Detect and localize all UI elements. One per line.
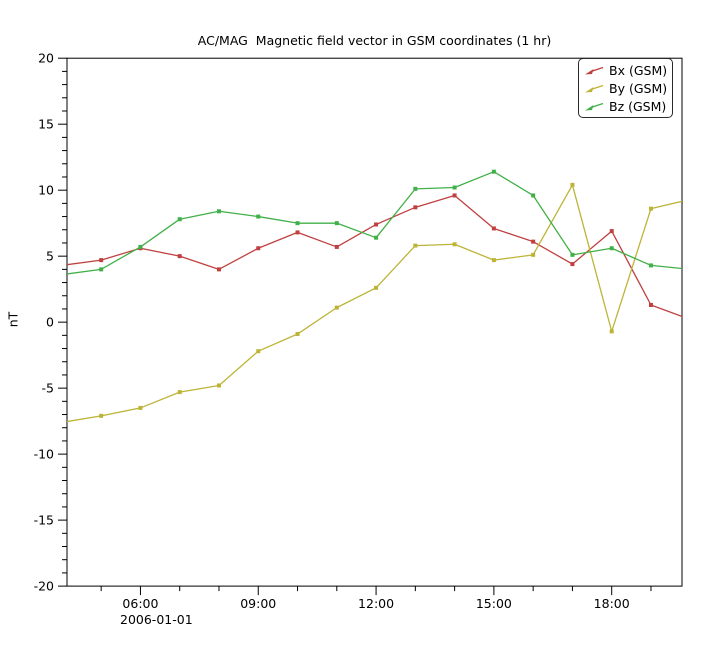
data-point-marker: [413, 205, 418, 210]
legend-label-bx: Bx (GSM): [609, 62, 668, 78]
data-point-marker: [334, 221, 339, 226]
data-point-marker: [177, 217, 182, 222]
data-point-marker: [138, 405, 143, 410]
legend-item-bz: Bz (GSM): [583, 97, 667, 115]
y-tick-label: 15: [38, 116, 54, 131]
data-point-marker: [570, 262, 575, 267]
data-point-marker: [648, 263, 653, 268]
data-point-marker: [60, 420, 64, 424]
data-point-marker: [609, 329, 614, 334]
data-point-marker: [295, 230, 300, 235]
data-point-marker: [334, 305, 339, 310]
data-point-marker: [216, 267, 221, 272]
legend-label-by: By (GSM): [609, 80, 668, 96]
data-point-marker: [60, 273, 64, 277]
data-point-marker: [609, 229, 614, 234]
data-point-marker: [99, 413, 104, 418]
data-point-marker: [374, 222, 379, 227]
y-tick-label: -10: [34, 446, 54, 461]
data-point-marker: [452, 242, 457, 247]
legend-item-by: By (GSM): [583, 79, 667, 97]
legend: Bx (GSM) By (GSM) Bz (GSM): [578, 58, 674, 118]
data-point-marker: [99, 258, 104, 263]
x-tick-label: 09:00: [240, 596, 276, 611]
data-point-marker: [688, 318, 692, 322]
data-point-marker: [570, 182, 575, 187]
data-point-marker: [374, 235, 379, 240]
data-point-marker: [531, 239, 536, 244]
x-tick-label: 15:00: [476, 596, 512, 611]
bx-line-marker-icon: [585, 66, 604, 74]
axis-ticks: [58, 57, 652, 596]
y-tick-label: -15: [34, 512, 54, 527]
plot-frame: [66, 57, 683, 587]
data-point-marker: [216, 209, 221, 214]
data-point-marker: [374, 285, 379, 290]
legend-item-bx: Bx (GSM): [583, 61, 667, 79]
data-point-marker: [256, 349, 261, 354]
data-point-marker: [177, 390, 182, 395]
y-tick-label: 20: [38, 50, 54, 65]
axis-tick-labels: -20 -15 -10 -5 0 5 10 15 20 06:00 09:00 12:00 15:00 1…: [34, 50, 630, 611]
data-point-marker: [99, 267, 104, 272]
data-point-marker: [570, 252, 575, 257]
data-point-marker: [491, 169, 496, 174]
x-axis-date-label: 2006-01-01: [120, 612, 193, 627]
data-point-marker: [256, 214, 261, 219]
series-line-bx: [67, 194, 682, 318]
data-point-marker: [138, 244, 143, 249]
data-point-marker: [648, 302, 653, 307]
data-point-marker: [648, 206, 653, 211]
data-point-marker: [688, 197, 692, 201]
data-point-marker: [256, 246, 261, 251]
data-point-marker: [609, 246, 614, 251]
legend-label-bz: Bz (GSM): [609, 98, 667, 114]
x-tick-label: 18:00: [594, 596, 630, 611]
data-point-marker: [177, 254, 182, 259]
data-point-marker: [413, 186, 418, 191]
data-point-marker: [216, 383, 221, 388]
data-point-marker: [334, 244, 339, 249]
y-tick-label: 10: [38, 182, 54, 197]
data-point-marker: [452, 185, 457, 190]
by-line-marker-icon: [585, 84, 604, 92]
data-point-marker: [60, 263, 64, 267]
data-point-marker: [491, 258, 496, 263]
bz-line-marker-icon: [585, 102, 604, 110]
data-point-marker: [688, 267, 692, 271]
data-point-marker: [531, 252, 536, 257]
x-tick-label: 06:00: [122, 596, 158, 611]
y-tick-label: 5: [46, 248, 54, 263]
y-tick-label: -20: [34, 578, 54, 593]
y-tick-label: -5: [42, 380, 54, 395]
series-line-by: [67, 184, 682, 423]
data-point-marker: [452, 193, 457, 198]
chart-title: AC/MAG Magnetic field vector in GSM coor…: [197, 33, 552, 48]
series-group: [60, 169, 692, 424]
data-point-marker: [295, 332, 300, 337]
data-point-marker: [295, 221, 300, 226]
data-point-marker: [413, 243, 418, 248]
data-point-marker: [491, 226, 496, 231]
y-tick-label: 0: [46, 314, 54, 329]
data-point-marker: [531, 193, 536, 198]
x-tick-label: 12:00: [358, 596, 394, 611]
